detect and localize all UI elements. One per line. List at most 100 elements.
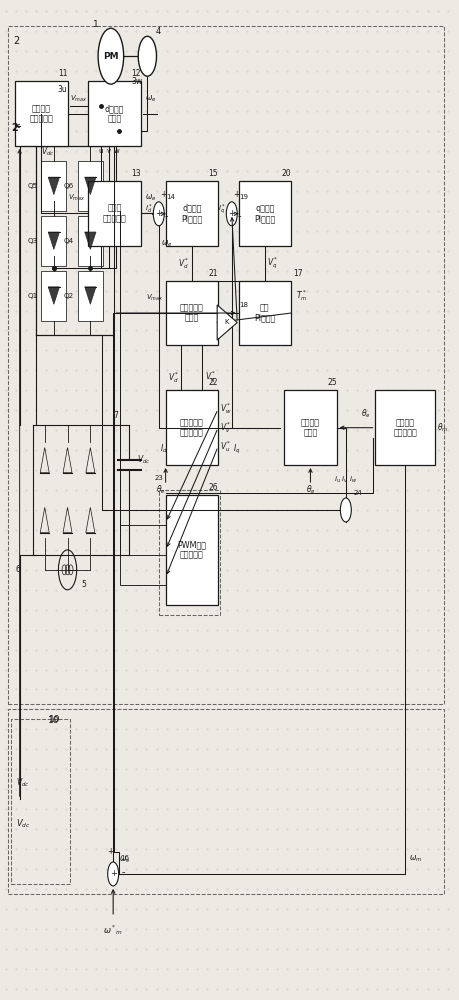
Text: 10: 10	[49, 715, 61, 724]
Text: $V_{dc}$: $V_{dc}$	[17, 777, 30, 789]
Text: v: v	[106, 148, 111, 154]
Text: $\omega_e$: $\omega_e$	[119, 854, 130, 865]
Text: d轴电流
运算部: d轴电流 运算部	[105, 104, 124, 123]
Text: 18: 18	[240, 302, 248, 308]
Bar	[15, 81, 67, 146]
Text: Q3: Q3	[27, 238, 38, 244]
Polygon shape	[48, 287, 60, 304]
Text: +: +	[228, 209, 235, 218]
Text: 3u: 3u	[58, 85, 67, 94]
Text: $I_d$: $I_d$	[160, 443, 168, 455]
Text: 19: 19	[240, 194, 248, 200]
Text: $I^*_d$: $I^*_d$	[145, 203, 152, 216]
Text: $V^*_v$: $V^*_v$	[220, 420, 232, 435]
Text: u: u	[99, 148, 103, 154]
Bar	[166, 281, 218, 345]
Bar	[78, 216, 103, 266]
Circle shape	[341, 498, 351, 522]
Text: $V^*_u$: $V^*_u$	[220, 439, 232, 454]
Circle shape	[98, 28, 123, 84]
Text: 22: 22	[208, 378, 218, 387]
Polygon shape	[85, 287, 96, 304]
Text: $V_{max}$: $V_{max}$	[68, 193, 86, 203]
Text: w: w	[113, 148, 119, 154]
Text: 11: 11	[58, 69, 67, 78]
Text: 6: 6	[15, 565, 20, 574]
Text: Q4: Q4	[64, 238, 74, 244]
Text: 3w: 3w	[131, 77, 143, 86]
Bar	[8, 709, 444, 894]
Text: $\omega_m$: $\omega_m$	[409, 853, 422, 864]
Text: 7: 7	[113, 411, 118, 420]
Text: -: -	[121, 867, 125, 877]
Text: 24: 24	[353, 490, 362, 496]
Text: $V_{dc}$: $V_{dc}$	[17, 818, 31, 830]
Bar	[159, 490, 220, 615]
Text: $V_{max}$: $V_{max}$	[146, 293, 163, 303]
Text: -: -	[238, 211, 241, 221]
Polygon shape	[48, 232, 60, 249]
Text: $V_{dc}$: $V_{dc}$	[41, 146, 55, 158]
Text: +: +	[108, 847, 114, 856]
Text: $\theta_e$: $\theta_e$	[156, 483, 166, 496]
Text: $I_q$: $I_q$	[233, 443, 241, 456]
Circle shape	[153, 202, 164, 226]
Bar	[166, 390, 218, 465]
Text: 10: 10	[48, 716, 60, 725]
Text: $V^*_q$: $V^*_q$	[205, 370, 216, 385]
Text: +: +	[110, 869, 117, 878]
Bar	[166, 495, 218, 605]
Text: $\theta_e$: $\theta_e$	[361, 407, 371, 420]
Text: d轴电流
PI运算部: d轴电流 PI运算部	[181, 204, 202, 223]
Text: 弱场磁
控制切换部: 弱场磁 控制切换部	[102, 204, 126, 223]
Polygon shape	[48, 177, 60, 195]
Bar	[88, 181, 140, 246]
Bar	[8, 26, 444, 704]
Text: +: +	[233, 190, 240, 199]
Bar	[41, 161, 67, 211]
Text: Q1: Q1	[27, 293, 38, 299]
Text: 1: 1	[93, 20, 98, 29]
Bar	[239, 181, 291, 246]
Text: $V^*_d$: $V^*_d$	[168, 370, 179, 385]
Bar	[41, 271, 67, 321]
Text: $\omega^*{}_m$: $\omega^*{}_m$	[103, 923, 123, 937]
Text: $\omega_e$: $\omega_e$	[145, 93, 157, 104]
Text: $V_{max}$: $V_{max}$	[70, 93, 87, 104]
Text: 21: 21	[208, 269, 218, 278]
Text: K: K	[224, 319, 229, 325]
Text: PM: PM	[103, 52, 119, 61]
Text: Q6: Q6	[64, 183, 74, 189]
Text: 电压指令值
限制部: 电压指令值 限制部	[180, 303, 204, 323]
Text: $i_u\ i_v\ i_w$: $i_u\ i_v\ i_w$	[334, 475, 358, 485]
Text: Q5: Q5	[27, 183, 38, 189]
Text: 2: 2	[13, 36, 19, 46]
Bar	[78, 271, 103, 321]
Text: 14: 14	[167, 194, 175, 200]
Text: +: +	[155, 209, 162, 218]
Bar	[284, 390, 337, 465]
Text: 17: 17	[293, 269, 303, 278]
Text: 转子位置
速度运算部: 转子位置 速度运算部	[393, 418, 417, 437]
Text: $V^*_w$: $V^*_w$	[220, 402, 232, 416]
Text: 最大线间
电压运算部: 最大线间 电压运算部	[29, 104, 53, 123]
Text: 电压指令值
坐标转换部: 电压指令值 坐标转换部	[180, 418, 204, 437]
Circle shape	[138, 36, 157, 76]
Text: 23: 23	[154, 475, 163, 481]
Circle shape	[108, 862, 118, 886]
Text: 25: 25	[327, 378, 337, 387]
Text: $V^*_d$: $V^*_d$	[178, 256, 190, 271]
Text: 13: 13	[131, 169, 140, 178]
Text: $V^*_q$: $V^*_q$	[267, 255, 279, 271]
Bar	[88, 81, 140, 146]
Text: $\theta_e$: $\theta_e$	[306, 483, 315, 496]
Text: 12: 12	[131, 69, 140, 78]
Text: +: +	[160, 190, 167, 199]
Text: $\omega_e$: $\omega_e$	[145, 193, 157, 203]
Bar	[41, 216, 67, 266]
Bar	[239, 281, 291, 345]
Bar	[375, 390, 435, 465]
Bar	[11, 719, 70, 884]
Text: $\theta_m$: $\theta_m$	[437, 421, 448, 434]
Text: $T^*_m$: $T^*_m$	[296, 288, 307, 303]
